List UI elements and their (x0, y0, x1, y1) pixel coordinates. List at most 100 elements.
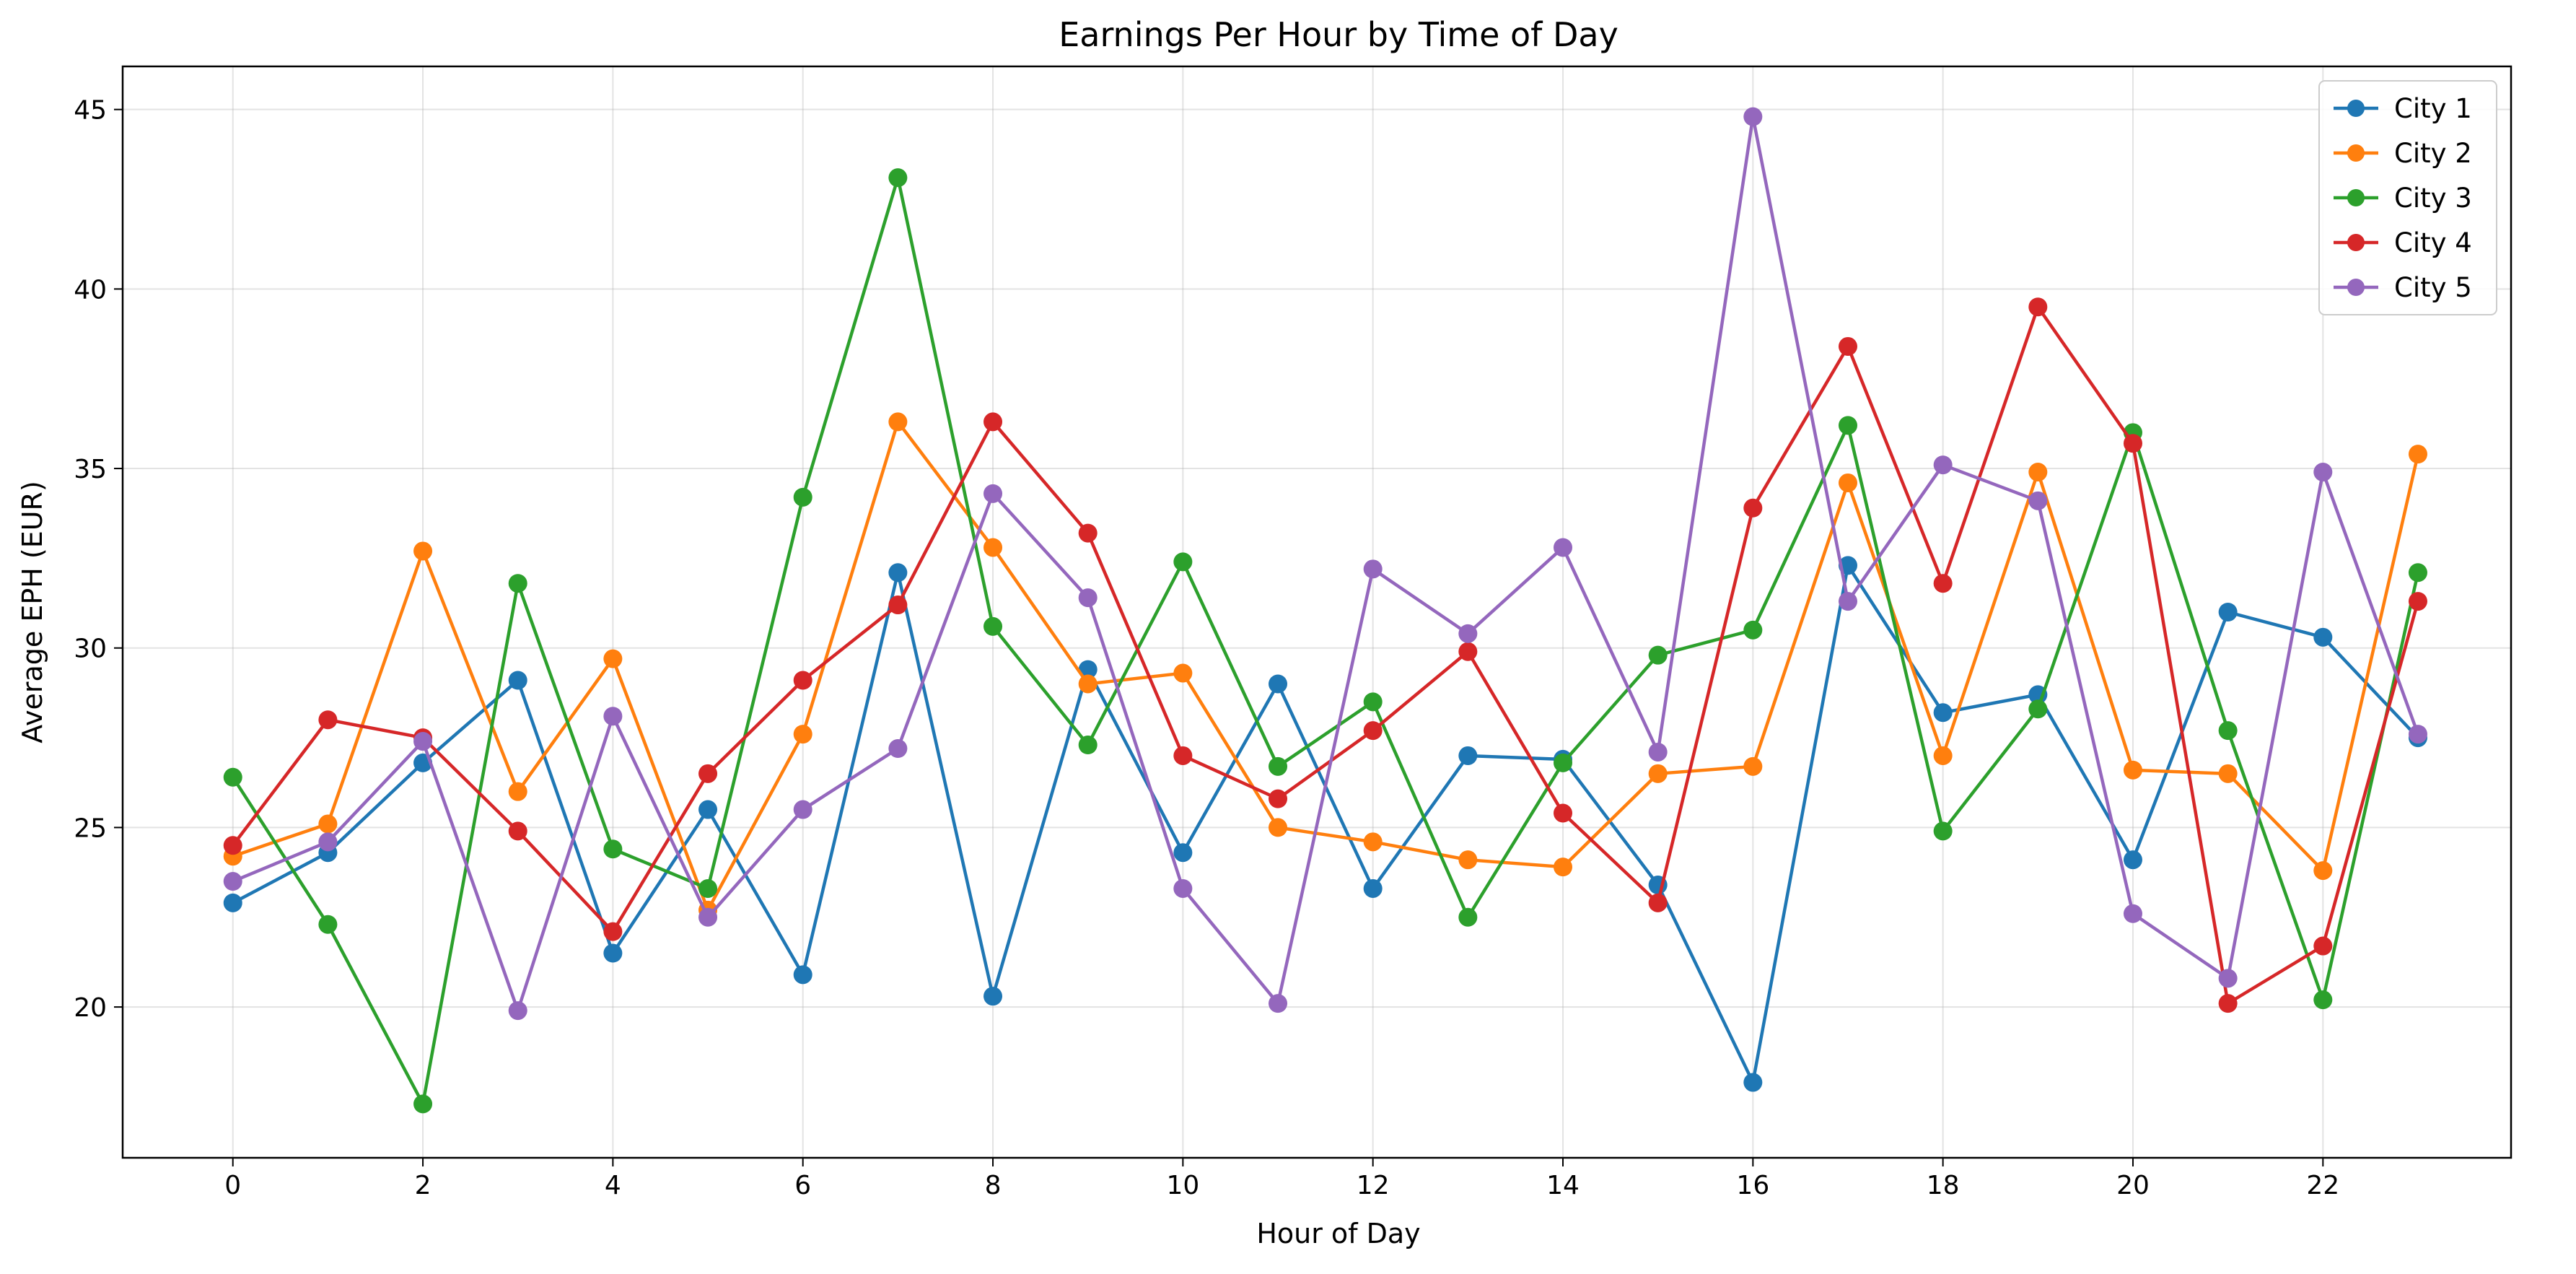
data-point (1743, 756, 1763, 776)
data-point (1933, 455, 1953, 475)
data-point (1554, 803, 1573, 823)
data-point (223, 767, 242, 787)
data-point (2313, 463, 2333, 482)
data-point (1838, 336, 1857, 356)
data-point (1078, 588, 1098, 608)
data-point (1648, 645, 1668, 665)
data-point (508, 671, 527, 690)
data-point (1363, 832, 1383, 852)
data-point (1554, 858, 1573, 877)
data-point (413, 541, 433, 561)
legend: City 1 City 2 City 3 City 4 City 5 (2318, 80, 2497, 315)
series-3 (223, 168, 2427, 1114)
data-point (983, 987, 1003, 1006)
data-point (2313, 861, 2333, 881)
data-point (2313, 936, 2333, 956)
data-point (1838, 592, 1857, 611)
plot-area-frame (121, 65, 2513, 1159)
data-point (2408, 563, 2427, 583)
data-point (698, 764, 718, 783)
data-point (2028, 699, 2048, 719)
data-point (2028, 491, 2048, 510)
data-point (1173, 663, 1193, 683)
data-point (603, 649, 623, 668)
data-point (888, 563, 908, 583)
data-point (318, 814, 338, 834)
data-point (888, 739, 908, 758)
legend-item: City 3 (2334, 183, 2472, 214)
series-line (231, 175, 2420, 1106)
series-line (232, 420, 2420, 912)
data-point (793, 671, 812, 690)
data-point (2218, 969, 2238, 988)
legend-label: City 4 (2394, 227, 2472, 258)
data-point (1363, 721, 1383, 741)
data-point (2123, 760, 2142, 780)
data-point (2123, 904, 2142, 923)
data-point (413, 1094, 433, 1114)
axes: 0 2 4 6 8 10 12 14 16 18 20 22 20 25 30 35 40 45 (74, 96, 2339, 1200)
data-point (1173, 878, 1193, 898)
data-point (223, 872, 242, 891)
data-point (2123, 850, 2142, 870)
data-point (1838, 473, 1857, 492)
data-point (1078, 660, 1098, 679)
x-tick-label: 16 (1736, 1171, 1769, 1200)
y-tick-label: 25 (74, 813, 107, 843)
data-point (1078, 674, 1098, 694)
data-point (2313, 627, 2333, 647)
data-point (508, 821, 527, 841)
legend-marker (2347, 144, 2365, 162)
data-point (983, 412, 1003, 432)
data-point (1173, 746, 1193, 765)
data-point (698, 907, 718, 927)
series-line (232, 115, 2420, 1013)
legend-marker (2347, 189, 2365, 206)
legend-item: City 1 (2334, 93, 2472, 124)
data-point (508, 782, 527, 801)
legend-label: City 2 (2394, 138, 2472, 169)
data-point (1173, 843, 1193, 863)
data-point (888, 412, 908, 432)
x-tick-label: 14 (1546, 1171, 1580, 1200)
data-point (1743, 1073, 1763, 1092)
data-point (1838, 416, 1857, 435)
y-tick-label: 30 (74, 634, 107, 664)
x-axis-label: Hour of Day (1256, 1218, 1420, 1249)
data-point (318, 915, 338, 934)
data-point (1269, 818, 1288, 837)
data-point (2028, 297, 2048, 317)
data-point (2408, 725, 2427, 744)
data-point (318, 832, 338, 852)
data-point (2218, 721, 2238, 741)
data-point (1078, 736, 1098, 755)
y-tick-label: 40 (74, 275, 107, 305)
data-point (1269, 789, 1288, 808)
data-point (2218, 994, 2238, 1013)
legend-label: City 1 (2394, 93, 2472, 124)
data-point (1648, 742, 1668, 762)
y-tick-label: 35 (74, 455, 107, 484)
data-point (508, 574, 527, 593)
data-point (603, 839, 623, 859)
data-point (1363, 559, 1383, 579)
data-point (888, 168, 908, 188)
data-point (2313, 990, 2333, 1010)
data-point (793, 725, 812, 744)
data-point (698, 878, 718, 898)
data-point (1269, 994, 1288, 1013)
data-point (508, 1001, 527, 1021)
data-point (983, 484, 1003, 503)
data-point (603, 922, 623, 941)
data-point (2408, 445, 2427, 464)
x-tick-label: 10 (1166, 1171, 1199, 1200)
data-point (983, 616, 1003, 636)
series-group (223, 107, 2427, 1114)
data-point (603, 943, 623, 963)
data-point (1743, 107, 1763, 126)
data-point (793, 800, 812, 819)
data-point (1363, 878, 1383, 898)
data-point (1743, 498, 1763, 518)
